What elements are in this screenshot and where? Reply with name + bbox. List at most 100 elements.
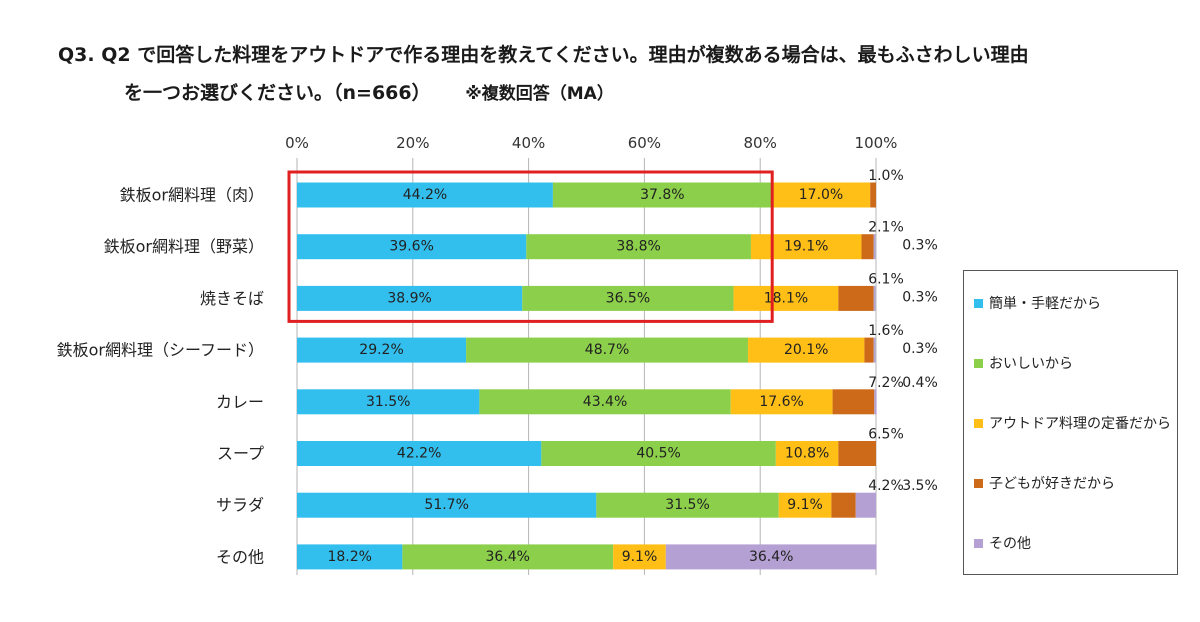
data-label: 3.5% xyxy=(902,478,938,494)
data-label: 36.4% xyxy=(486,549,530,565)
bar-segment xyxy=(778,492,832,518)
data-label: 38.8% xyxy=(616,239,660,255)
highlight-box xyxy=(287,170,774,323)
data-label: 6.5% xyxy=(868,427,904,443)
data-label: 1.6% xyxy=(868,323,904,339)
data-label: 2.1% xyxy=(868,220,904,236)
bar-segment xyxy=(855,492,876,518)
data-label: 37.8% xyxy=(640,187,684,203)
legend-item: その他 xyxy=(974,533,1031,553)
title-note: ※複数回答（MA） xyxy=(465,84,614,104)
data-label: 48.7% xyxy=(585,342,629,358)
bar-segment xyxy=(873,337,876,363)
bar-segment xyxy=(748,337,865,363)
x-tick-label: 0% xyxy=(285,134,309,152)
data-label: 17.6% xyxy=(759,394,803,410)
legend-label: 簡単・手軽だから xyxy=(989,296,1101,312)
chart-title: Q3. Q2 で回答した料理をアウトドアで作る理由を教えてください。理由が複数あ… xyxy=(58,36,1178,113)
data-label: 7.2% xyxy=(868,375,904,391)
bar-segment xyxy=(541,441,776,466)
bar-segment xyxy=(522,285,734,311)
data-label: 38.9% xyxy=(387,290,431,306)
data-label: 44.2% xyxy=(403,187,447,203)
bar-segment xyxy=(466,337,749,363)
data-label: 0.3% xyxy=(902,289,938,305)
bar-segment xyxy=(402,544,614,570)
bar-segment xyxy=(771,182,871,208)
legend-item: おいしいから xyxy=(974,353,1073,373)
data-label: 36.5% xyxy=(606,290,650,306)
data-label: 42.2% xyxy=(397,446,441,462)
legend-swatch xyxy=(974,358,983,368)
data-label: 43.4% xyxy=(583,394,627,410)
bar-segment xyxy=(297,544,403,570)
bar-segment xyxy=(665,544,877,570)
category-label: カレー xyxy=(216,392,264,411)
bar-segment xyxy=(613,544,666,570)
category-label: 鉄板or網料理（肉） xyxy=(120,186,264,205)
data-label: 17.0% xyxy=(799,187,843,203)
legend-swatch xyxy=(974,478,983,488)
data-label: 31.5% xyxy=(366,394,410,410)
data-label: 6.1% xyxy=(868,271,904,287)
bar-segment xyxy=(297,285,523,311)
bar-segment xyxy=(874,389,877,415)
bar-segment xyxy=(733,285,839,311)
category-label: 焼きそば xyxy=(200,289,264,308)
data-label: 1.0% xyxy=(868,168,904,184)
legend-item: 子どもが好きだから xyxy=(974,473,1115,493)
legend-label: アウトドア料理の定番だから xyxy=(989,416,1171,432)
legend-swatch xyxy=(974,538,983,548)
bar-segment xyxy=(838,285,874,311)
legend-swatch xyxy=(974,418,983,428)
bar-segment xyxy=(297,337,467,363)
bar-segment xyxy=(730,389,833,415)
bar-segment xyxy=(838,441,876,466)
bar-segment xyxy=(297,492,597,518)
category-label: サラダ xyxy=(216,496,264,515)
data-label: 9.1% xyxy=(622,549,658,565)
category-label: 鉄板or網料理（シーフード） xyxy=(57,341,264,360)
bar-segment xyxy=(832,389,875,415)
bar-segment xyxy=(831,492,856,518)
bar-segment xyxy=(873,234,876,260)
data-label: 18.1% xyxy=(764,290,808,306)
title-line2: を一つお選びください。（n=666） xyxy=(124,82,431,104)
category-label: その他 xyxy=(216,547,264,566)
legend-label: 子どもが好きだから xyxy=(989,476,1115,492)
bar-segment xyxy=(775,441,839,466)
legend-label: その他 xyxy=(989,536,1031,552)
legend-label: おいしいから xyxy=(989,356,1073,372)
bar-segment xyxy=(526,234,751,260)
bar-segment xyxy=(873,285,876,311)
x-tick-label: 60% xyxy=(628,134,661,152)
legend-item: アウトドア料理の定番だから xyxy=(974,413,1171,433)
x-tick-label: 80% xyxy=(744,134,777,152)
bar-segment xyxy=(870,182,876,208)
data-label: 9.1% xyxy=(787,497,823,513)
bar-segment xyxy=(297,234,527,260)
stacked-bar-chart: 0% 20% 40% 60% 80% 100% 鉄板or網料理（肉） 44.2% 37.8% 17… xyxy=(57,134,938,575)
data-label: 20.1% xyxy=(784,342,828,358)
bar-segment xyxy=(297,389,480,415)
data-label: 4.2% xyxy=(868,478,904,494)
category-label: 鉄板or網料理（野菜） xyxy=(104,237,264,256)
data-label: 10.8% xyxy=(785,446,829,462)
bar-segment xyxy=(297,441,542,466)
title-line1: Q3. Q2 で回答した料理をアウトドアで作る理由を教えてください。理由が複数あ… xyxy=(58,44,1029,66)
data-label: 0.3% xyxy=(902,238,938,254)
data-label: 39.6% xyxy=(389,239,433,255)
legend-item: 簡単・手軽だから xyxy=(974,293,1101,313)
data-label: 19.1% xyxy=(784,239,828,255)
x-tick-label: 20% xyxy=(396,134,429,152)
data-label: 18.2% xyxy=(327,549,371,565)
x-tick-label: 40% xyxy=(512,134,545,152)
bar-segment xyxy=(297,182,553,208)
bar-segment xyxy=(479,389,731,415)
data-label: 40.5% xyxy=(636,446,680,462)
data-label: 29.2% xyxy=(359,342,403,358)
data-label: 31.5% xyxy=(665,497,709,513)
bar-segment xyxy=(596,492,779,518)
bar-segment xyxy=(864,337,874,363)
bar-segment xyxy=(861,234,874,260)
